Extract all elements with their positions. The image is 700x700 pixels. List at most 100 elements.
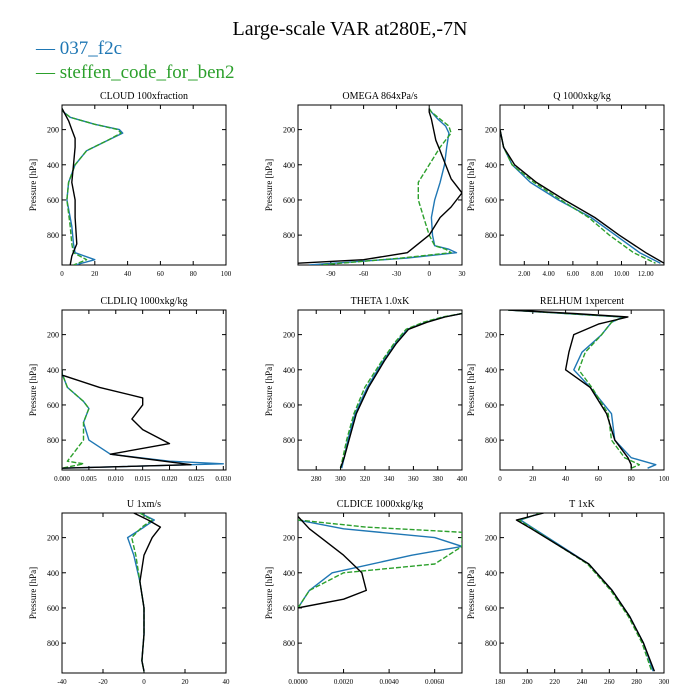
y-tick-label: 600 [283, 196, 295, 205]
y-axis-label: Pressure [hPa] [466, 159, 476, 211]
plot-frame [499, 309, 665, 471]
y-axis-label: Pressure [hPa] [28, 364, 38, 416]
series-line-steffen-code-for-ben2 [518, 513, 653, 672]
series-line-steffen-code-for-ben2 [62, 108, 122, 265]
panel-title: THETA 1.0xK [351, 296, 410, 307]
x-tick-label: 300 [659, 678, 670, 686]
series-line-reference [500, 129, 664, 264]
y-tick-label: 400 [485, 161, 497, 170]
plot-frame [499, 512, 665, 674]
series-line-037-f2c [500, 129, 661, 264]
y-tick-label: 800 [283, 231, 295, 240]
series-line-steffen-code-for-ben2 [319, 108, 452, 265]
y-tick-label: 600 [485, 401, 497, 410]
x-tick-label: 0.0020 [334, 678, 354, 686]
series-line-037-f2c [519, 513, 654, 672]
y-axis-label: Pressure [hPa] [264, 364, 274, 416]
panel-title: CLOUD 100xfraction [100, 91, 188, 102]
y-tick-label: 800 [47, 231, 59, 240]
y-tick-label: 400 [47, 366, 59, 375]
series-line-steffen-code-for-ben2 [339, 312, 462, 469]
x-tick-label: 20 [91, 270, 99, 278]
x-tick-label: 60 [157, 270, 165, 278]
y-tick-label: 800 [485, 436, 497, 445]
y-tick-label: 400 [283, 366, 295, 375]
x-tick-label: 0.030 [215, 475, 231, 483]
x-tick-label: 60 [595, 475, 603, 483]
y-tick-label: 600 [283, 604, 295, 613]
legend-dash: — [36, 38, 60, 59]
plot-frame [297, 512, 463, 674]
panel-title: T 1xK [569, 499, 595, 510]
legend-entry-steffen: — steffen_code_for_ben2 [36, 62, 235, 84]
panel-title: U 1xm/s [127, 499, 161, 510]
y-tick-label: 600 [47, 196, 59, 205]
panel-title: Q 1000xkg/kg [553, 91, 611, 102]
x-tick-label: 20 [529, 475, 537, 483]
x-tick-label: 80 [190, 270, 198, 278]
y-axis-label: Pressure [hPa] [466, 364, 476, 416]
series-line-steffen-code-for-ben2 [62, 369, 90, 469]
panel-title: CLDICE 1000xkg/kg [337, 499, 423, 510]
x-tick-label: -30 [392, 270, 402, 278]
legend-label: 037_f2c [59, 38, 123, 59]
y-tick-label: 600 [485, 196, 497, 205]
y-tick-label: 800 [283, 639, 295, 648]
series-line-037-f2c [508, 310, 657, 469]
x-tick-label: 180 [495, 678, 506, 686]
x-tick-label: 200 [522, 678, 533, 686]
y-tick-label: 800 [283, 436, 295, 445]
x-tick-label: 280 [631, 678, 642, 686]
y-axis-label: Pressure [hPa] [264, 567, 274, 619]
x-tick-label: -40 [57, 678, 67, 686]
series-line-reference [298, 516, 367, 609]
series-line-reference [133, 513, 162, 672]
y-tick-label: 800 [485, 231, 497, 240]
y-tick-label: 800 [47, 639, 59, 648]
y-tick-label: 600 [485, 604, 497, 613]
x-tick-label: -90 [326, 270, 336, 278]
y-tick-label: 600 [47, 401, 59, 410]
y-tick-label: 200 [47, 126, 59, 135]
x-tick-label: 2.00 [518, 270, 531, 278]
series-line-reference [515, 513, 656, 672]
x-tick-label: 30 [459, 270, 467, 278]
y-tick-label: 800 [47, 436, 59, 445]
plot-frame [297, 309, 463, 471]
plot-frame [61, 512, 227, 674]
series-line-reference [339, 312, 462, 469]
y-tick-label: 200 [485, 534, 497, 543]
x-tick-label: 20 [182, 678, 190, 686]
legend-dash: — [36, 62, 60, 83]
x-tick-label: 220 [549, 678, 560, 686]
y-tick-label: 200 [485, 126, 497, 135]
x-tick-label: 0 [60, 270, 64, 278]
y-tick-label: 400 [47, 569, 59, 578]
series-line-037-f2c [62, 369, 225, 469]
x-tick-label: 40 [562, 475, 570, 483]
y-tick-label: 200 [47, 534, 59, 543]
panel-title: CLDLIQ 1000xkg/kg [101, 296, 188, 307]
y-tick-label: 200 [283, 126, 295, 135]
y-tick-label: 800 [485, 639, 497, 648]
y-tick-label: 400 [283, 161, 295, 170]
figure-title: Large-scale VAR at280E,-7N [232, 18, 468, 40]
x-tick-label: 0.020 [162, 475, 178, 483]
x-tick-label: 4.00 [542, 270, 555, 278]
series-line-reference [62, 369, 192, 469]
y-axis-label: Pressure [hPa] [28, 567, 38, 619]
x-tick-label: 340 [384, 475, 395, 483]
plot-frame [61, 104, 227, 266]
plot-frame [297, 104, 463, 266]
series-line-reference [508, 310, 632, 469]
plot-frame [61, 309, 227, 471]
x-tick-label: 0.000 [54, 475, 70, 483]
series-line-steffen-code-for-ben2 [130, 513, 153, 672]
x-tick-label: 10.00 [614, 270, 630, 278]
y-tick-label: 600 [283, 401, 295, 410]
x-tick-label: 100 [659, 475, 670, 483]
y-tick-label: 400 [485, 366, 497, 375]
y-tick-label: 200 [47, 331, 59, 340]
y-tick-label: 200 [283, 331, 295, 340]
